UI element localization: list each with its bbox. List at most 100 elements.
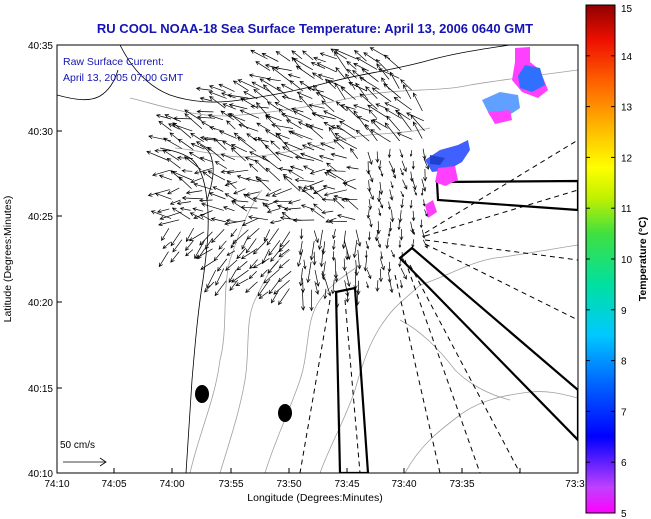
current-vector	[156, 208, 170, 214]
current-vector	[387, 201, 392, 211]
current-vector	[271, 67, 291, 82]
current-vector	[421, 179, 427, 192]
current-vector	[199, 198, 213, 203]
current-vector	[321, 270, 326, 281]
current-vector	[336, 213, 356, 220]
current-vector	[262, 84, 280, 103]
current-vector	[241, 217, 259, 227]
current-vector	[251, 81, 271, 93]
current-vector	[250, 49, 268, 60]
current-vector	[409, 150, 413, 157]
current-vector	[317, 229, 323, 251]
current-vector	[328, 219, 347, 224]
current-vector	[281, 95, 303, 103]
current-vector	[393, 96, 413, 111]
current-vector	[283, 141, 303, 151]
current-vector	[367, 151, 373, 166]
current-vector	[357, 249, 362, 270]
x-tick-label: 73:45	[334, 479, 359, 490]
current-vector	[236, 247, 246, 260]
y-tick-label: 40:15	[28, 384, 53, 395]
current-vector	[310, 61, 326, 69]
current-vector	[265, 114, 282, 122]
current-vector	[154, 148, 171, 153]
current-vector	[154, 192, 172, 200]
current-vector	[309, 124, 324, 131]
current-vector	[168, 123, 180, 130]
current-vector	[306, 142, 325, 151]
x-tick-label: 74:05	[101, 479, 126, 490]
current-vector	[278, 288, 290, 306]
current-vector	[227, 93, 249, 99]
current-vector	[213, 137, 227, 150]
transect-line	[424, 239, 578, 261]
current-vector	[217, 258, 228, 272]
current-vector	[422, 239, 428, 249]
current-vector	[403, 84, 412, 100]
coastline-nj	[159, 147, 209, 473]
current-vector	[353, 269, 358, 290]
current-vector	[271, 188, 292, 197]
station-marker	[278, 404, 292, 422]
current-vector	[379, 258, 385, 271]
current-vector	[300, 289, 306, 311]
current-vector	[249, 151, 270, 163]
current-vector	[255, 61, 271, 71]
current-vector	[365, 240, 370, 250]
current-vector	[321, 241, 326, 255]
colorbar-tick-label: 11	[621, 204, 632, 215]
current-vector	[296, 91, 313, 99]
current-vector	[309, 289, 314, 312]
current-vector	[246, 133, 257, 141]
current-vector	[265, 188, 282, 197]
colorbar: 5 6 7 8 9 10 11 12 13 14 15 Temperature (°C)	[585, 4, 649, 519]
current-vector	[248, 163, 259, 172]
sst-patch	[430, 155, 445, 165]
current-vector	[226, 169, 249, 175]
current-vector	[207, 114, 224, 121]
current-vector	[158, 219, 180, 227]
current-vector	[208, 90, 227, 99]
current-vector	[214, 161, 227, 169]
current-vector	[405, 112, 424, 122]
current-vector	[342, 258, 347, 272]
current-vector	[422, 199, 426, 207]
current-vector	[335, 101, 347, 112]
current-vector	[181, 195, 203, 201]
current-vector	[342, 182, 357, 190]
y-tick-label: 40:20	[28, 298, 53, 309]
current-vector	[195, 86, 213, 91]
current-vector	[321, 210, 334, 215]
current-vector	[265, 167, 281, 182]
current-vector	[207, 146, 225, 162]
current-vector	[172, 116, 192, 121]
current-vector	[225, 259, 238, 271]
current-vector	[190, 177, 202, 184]
current-vector	[164, 114, 181, 122]
current-vector	[400, 191, 404, 198]
current-vector	[230, 147, 246, 162]
current-vector	[345, 271, 351, 288]
sst-patch	[482, 92, 520, 118]
current-vector	[206, 269, 217, 289]
current-vector	[162, 149, 180, 161]
current-vector	[283, 175, 301, 192]
colorbar-tick-label: 14	[621, 52, 633, 63]
current-vector	[193, 167, 213, 175]
current-vector	[322, 184, 336, 190]
current-vector	[248, 73, 271, 80]
coastline-staten	[57, 69, 119, 101]
current-vector	[317, 73, 334, 80]
current-vector	[331, 251, 336, 261]
current-vector	[388, 221, 393, 232]
current-vector	[345, 249, 350, 261]
current-vector	[270, 247, 282, 262]
current-vector	[346, 61, 357, 70]
current-vector	[220, 169, 235, 174]
current-vector	[390, 209, 395, 223]
current-vector	[328, 126, 337, 139]
current-vector	[366, 281, 369, 289]
current-vector	[399, 228, 404, 241]
current-vector	[267, 260, 279, 274]
current-vector	[172, 171, 193, 181]
